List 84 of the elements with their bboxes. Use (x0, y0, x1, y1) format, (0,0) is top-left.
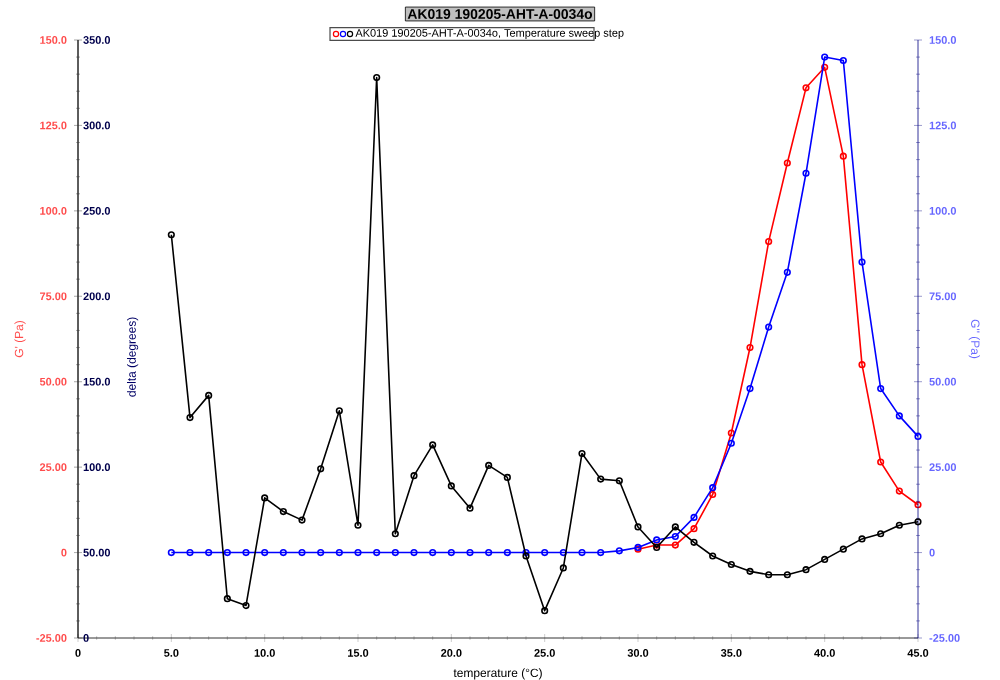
point (559, 564, 567, 572)
point (410, 472, 418, 480)
point (727, 560, 735, 569)
point (242, 548, 250, 557)
point (466, 504, 474, 512)
point (410, 548, 418, 557)
point (839, 545, 847, 553)
point (802, 84, 810, 92)
point (447, 482, 455, 490)
point (671, 532, 679, 541)
point (205, 391, 213, 399)
point (615, 477, 623, 485)
point (802, 169, 810, 177)
point (317, 548, 325, 557)
point (895, 521, 903, 529)
point (261, 494, 269, 502)
point (447, 548, 455, 557)
point (783, 571, 791, 579)
point (335, 407, 343, 415)
point (653, 536, 661, 544)
point (279, 507, 287, 516)
point (858, 258, 866, 266)
point (690, 538, 698, 546)
point (858, 535, 866, 543)
point (186, 548, 194, 557)
point (597, 548, 605, 557)
point (242, 601, 250, 610)
point (746, 343, 754, 352)
point (503, 473, 511, 481)
point (877, 530, 885, 538)
point (223, 595, 231, 603)
point (391, 530, 399, 538)
point (615, 547, 623, 555)
point (709, 484, 717, 492)
point (821, 555, 829, 563)
point (373, 74, 381, 82)
point (485, 461, 493, 470)
point (895, 412, 903, 420)
point (466, 548, 474, 557)
point (877, 384, 885, 393)
point (709, 552, 717, 560)
point (298, 516, 306, 524)
point (690, 513, 698, 521)
point (298, 548, 306, 557)
point (429, 548, 437, 557)
point (485, 548, 493, 557)
point (821, 53, 829, 61)
point (709, 490, 717, 499)
point (373, 548, 381, 557)
point (205, 548, 213, 557)
point (765, 238, 773, 246)
point (541, 548, 549, 557)
point (746, 384, 754, 393)
point (895, 487, 903, 495)
point (634, 523, 642, 531)
point (578, 548, 586, 557)
point (354, 521, 362, 529)
point (429, 441, 437, 449)
point (391, 548, 399, 557)
point (261, 548, 269, 557)
point (354, 548, 362, 557)
point (317, 465, 325, 473)
point (839, 152, 847, 160)
point (671, 541, 679, 549)
point (223, 548, 231, 557)
point (335, 548, 343, 557)
point (541, 607, 549, 615)
point (783, 268, 791, 276)
point (597, 475, 605, 483)
point (727, 439, 735, 447)
point (877, 458, 885, 466)
point (858, 361, 866, 369)
point (802, 566, 810, 574)
point (578, 449, 586, 458)
point (765, 571, 773, 579)
point (671, 523, 679, 531)
point (746, 567, 754, 575)
point (690, 525, 698, 533)
point (503, 548, 511, 557)
point (765, 323, 773, 331)
point (783, 159, 791, 167)
point (839, 56, 847, 65)
point (186, 414, 194, 422)
point (279, 548, 287, 557)
